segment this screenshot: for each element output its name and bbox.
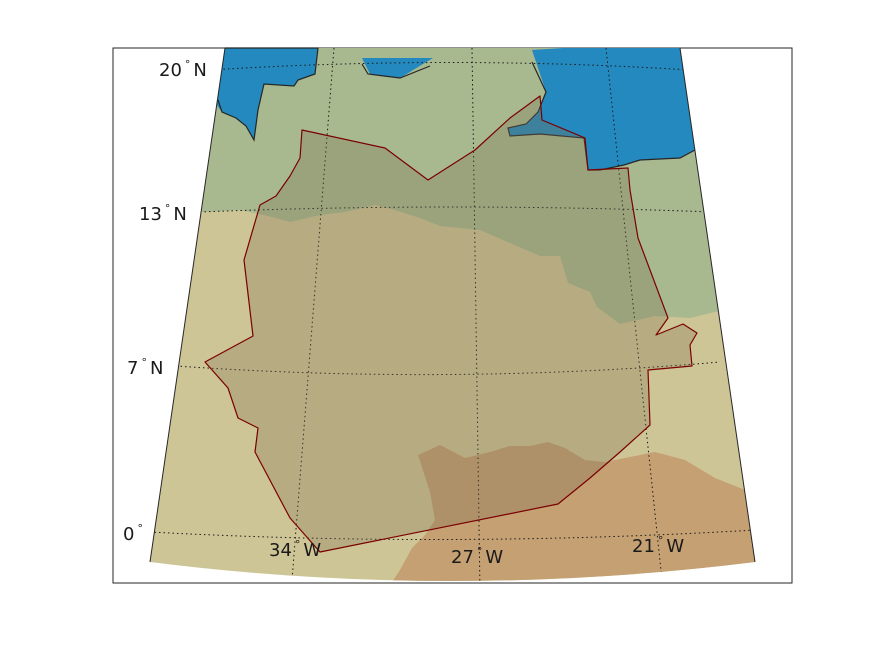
coastline-right [507, 61, 696, 171]
lon-label-27: 27 ° W [451, 545, 503, 568]
longitude-labels: 34 ° W 27 ° W 21 ° W [269, 534, 684, 568]
land-brown-zone [380, 442, 755, 581]
graticule-lon-34 [291, 48, 335, 581]
map-boundary [149, 47, 756, 563]
highlighted-region [204, 95, 698, 553]
latitude-labels: 20 ° N 13 ° N 7 ° N 0 ° [123, 58, 207, 545]
lat-label-13: 13 ° N [139, 202, 187, 225]
lat-label-0: 0 ° [123, 522, 143, 545]
lat-label-7: 7 ° N [127, 356, 163, 379]
graticule [150, 48, 755, 581]
ocean-top-center [362, 58, 433, 78]
coastline-left [217, 47, 319, 142]
graticule-lat-20 [209, 62, 691, 71]
graticule-lat-13 [199, 206, 713, 213]
lat-label-20: 20 ° N [159, 58, 207, 81]
graticule-lon-21 [605, 48, 663, 581]
graticule-lon-27 [471, 48, 481, 581]
graticule-lat-7 [175, 361, 721, 376]
lon-label-34: 34 ° W [269, 538, 321, 561]
lon-label-21: 21 ° W [632, 534, 684, 557]
coastlines [217, 47, 696, 171]
coastline-center [361, 63, 431, 79]
